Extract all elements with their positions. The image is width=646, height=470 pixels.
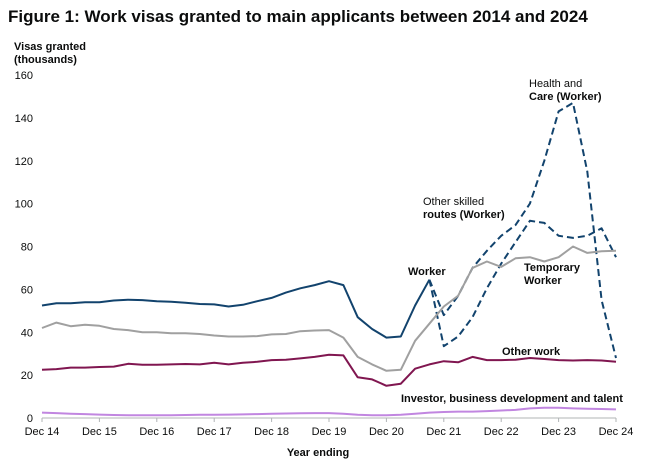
x-tick-label: Dec 21 [426, 426, 461, 438]
y-tick-label: 60 [21, 284, 33, 296]
y-axis-label-units: (thousands) [14, 54, 77, 66]
y-axis-ticks: 0 20 40 60 80 100 120 140 160 [15, 70, 33, 425]
series-line-other-work [41, 353, 617, 387]
x-tick-label: Dec 24 [599, 426, 634, 438]
x-tick-label: Dec 22 [484, 426, 519, 438]
x-tick-label: Dec 18 [254, 426, 289, 438]
y-tick-label: 40 [21, 327, 33, 339]
series-line-other-skilled-routes-worker [428, 219, 617, 348]
annotation-temporary-2: Worker [524, 275, 562, 287]
y-tick-label: 80 [21, 242, 33, 254]
annotation-temporary-1: Temporary [524, 262, 581, 274]
series-layer [41, 101, 617, 417]
series-line-worker [41, 279, 431, 339]
x-axis-label: Year ending [287, 447, 349, 459]
x-tick-label: Dec 14 [25, 426, 60, 438]
series-line-investor-business-development-and-talent [41, 406, 617, 417]
y-tick-label: 120 [15, 156, 33, 168]
x-tick-label: Dec 16 [139, 426, 174, 438]
y-tick-label: 100 [15, 199, 33, 211]
series-line-temporary-worker [41, 245, 617, 372]
annotation-health-care-1: Health and [529, 78, 582, 90]
chart-title: Figure 1: Work visas granted to main app… [8, 7, 588, 26]
y-tick-label: 0 [27, 413, 33, 425]
x-tick-label: Dec 17 [197, 426, 232, 438]
x-tick-label: Dec 15 [82, 426, 117, 438]
x-tick-label: Dec 23 [541, 426, 576, 438]
x-tick-label: Dec 20 [369, 426, 404, 438]
y-tick-label: 160 [15, 70, 33, 82]
annotation-other-skilled-2: routes (Worker) [423, 209, 505, 221]
annotation-other-work: Other work [502, 346, 561, 358]
annotation-other-skilled-1: Other skilled [423, 196, 484, 208]
annotation-worker: Worker [408, 266, 446, 278]
x-axis-ticks: Dec 14 Dec 15 Dec 16 Dec 17 Dec 18 Dec 19 Dec … [25, 418, 634, 438]
annotation-investor: Investor, business development and talen… [401, 393, 623, 405]
y-axis-label: Visas granted [14, 41, 86, 53]
y-tick-label: 20 [21, 370, 33, 382]
x-tick-label: Dec 19 [312, 426, 347, 438]
annotation-health-care-2: Care (Worker) [529, 91, 602, 103]
y-tick-label: 140 [15, 113, 33, 125]
